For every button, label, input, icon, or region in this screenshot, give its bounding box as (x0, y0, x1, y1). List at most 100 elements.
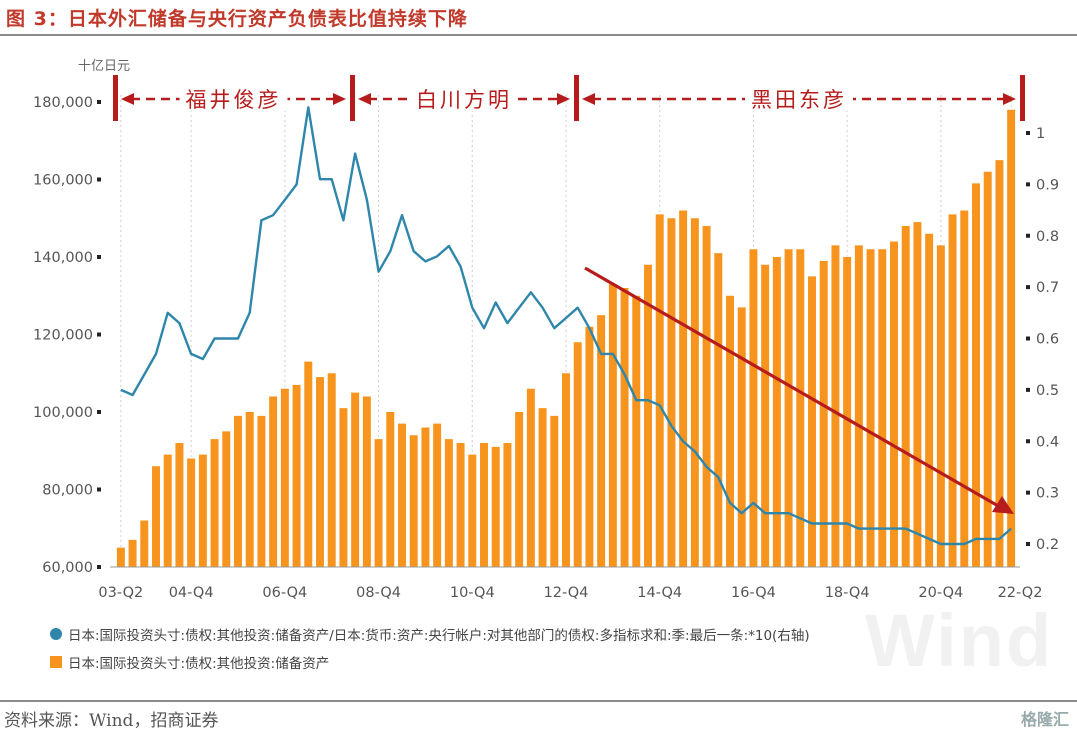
bar (737, 307, 746, 567)
bar (843, 257, 852, 567)
right-tick-label: 1 (1036, 126, 1045, 142)
left-tick-mark (97, 487, 101, 492)
bar (632, 295, 641, 567)
left-tick-label: 160,000 (33, 173, 93, 189)
right-tick-label: 0.9 (1036, 177, 1059, 193)
bar (152, 466, 160, 567)
right-tick-mark (1026, 542, 1030, 546)
legend-item-bar[interactable]: 日本:国际投资头寸:债权:其他投资:储备资产 (50, 652, 329, 672)
bar (269, 396, 278, 567)
x-tick-label: 12-Q4 (544, 585, 589, 601)
bar (327, 373, 336, 567)
bar (222, 431, 231, 567)
bar (398, 423, 406, 567)
bar (690, 218, 699, 567)
legend-line-marker (50, 628, 62, 640)
bar (726, 295, 734, 567)
legend-item-line[interactable]: 日本:国际投资头寸:债权:其他投资:储备资产/日本:货币:资产:央行帐户:对其他… (50, 624, 810, 644)
era-arrow-head-left (358, 93, 371, 105)
bar (468, 454, 477, 567)
bar (808, 276, 816, 567)
bar (444, 439, 453, 567)
left-tick-mark (97, 332, 101, 337)
bar (386, 412, 395, 567)
bar (679, 210, 688, 567)
right-tick-mark (1026, 336, 1030, 341)
bar (187, 458, 196, 567)
bar (948, 214, 957, 567)
bar (597, 315, 606, 567)
bar (491, 446, 500, 567)
era-boundary (350, 75, 355, 121)
bar (667, 218, 676, 567)
bar (538, 408, 547, 567)
right-tick-label: 0.6 (1036, 332, 1059, 348)
wind-watermark: Wind (865, 599, 1054, 682)
bar (163, 454, 172, 567)
x-tick-label: 20-Q4 (918, 585, 963, 601)
ratio-line (120, 106, 1012, 546)
bar (960, 210, 969, 567)
bar (655, 214, 664, 567)
era-arrow-head-right (333, 93, 346, 105)
right-tick-mark (1026, 182, 1030, 187)
trend-arrow-head (992, 496, 1014, 514)
bar (198, 454, 207, 567)
chart-title: 图 3：日本外汇储备与央行资产负债表比值持续下降 (6, 8, 468, 30)
x-tick-label: 04-Q4 (169, 585, 214, 601)
bar (761, 264, 770, 567)
bar (772, 257, 781, 567)
x-tick-label: 06-Q4 (262, 585, 307, 601)
bar (620, 288, 629, 567)
right-tick-mark (1026, 439, 1030, 444)
bar (749, 249, 758, 567)
x-tick-label: 10-Q4 (450, 585, 495, 601)
bar (890, 241, 898, 567)
era-label: 白川方明 (416, 88, 512, 112)
bar (409, 435, 418, 567)
bar (866, 249, 875, 567)
bar (292, 384, 301, 567)
bar (526, 388, 535, 567)
right-tick-mark (1026, 387, 1030, 392)
left-axis-unit: 十亿日元 (78, 59, 130, 74)
bar (304, 361, 313, 567)
bar (913, 222, 922, 567)
bar (714, 253, 723, 567)
right-tick-label: 0.8 (1036, 229, 1059, 245)
legend-line-label: 日本:国际投资头寸:债权:其他投资:储备资产/日本:货币:资产:央行帐户:对其他… (68, 628, 810, 644)
legend-bar-marker (50, 656, 62, 668)
era-arrow-head-left (582, 93, 595, 105)
left-tick-mark (97, 255, 101, 259)
era-label-bg (745, 85, 853, 111)
bar (374, 439, 383, 567)
era-arrow-head-right (1003, 93, 1016, 105)
bar (362, 396, 371, 567)
bar (702, 226, 711, 567)
x-tick-label: 03-Q2 (98, 585, 143, 601)
bar (901, 226, 910, 567)
x-tick-label: 22-Q2 (998, 585, 1043, 601)
bar (936, 245, 945, 567)
left-tick-label: 180,000 (33, 95, 93, 111)
right-tick-mark (1026, 490, 1030, 495)
right-tick-label: 0.5 (1036, 383, 1059, 399)
era-arrow-head-right (557, 93, 570, 105)
bar (925, 233, 934, 567)
bar (1007, 109, 1016, 567)
bar (421, 427, 430, 567)
bar (831, 245, 840, 567)
bar (245, 412, 254, 567)
bar (784, 249, 793, 567)
right-tick-label: 0.4 (1036, 434, 1059, 450)
bar (210, 439, 219, 567)
right-tick-label: 0.3 (1036, 486, 1059, 502)
trend-arrow-line (584, 266, 1001, 509)
right-tick-mark (1026, 233, 1030, 238)
bar (316, 377, 324, 567)
chart-svg: 60,000 80,000 100,000 120,000 140,000 160,000… (33, 59, 1059, 601)
left-tick-label: 120,000 (33, 328, 93, 344)
bar (515, 412, 524, 567)
right-tick-mark (1026, 285, 1030, 290)
bar (585, 326, 594, 567)
